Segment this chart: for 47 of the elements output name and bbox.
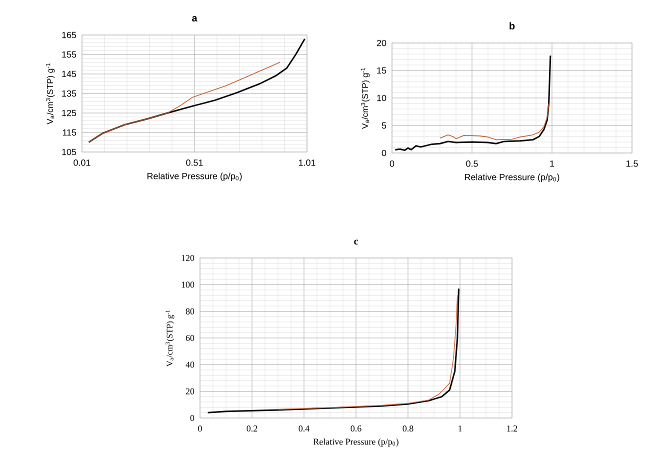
chart-title: a [192,16,198,22]
y-tick-label: 155 [62,51,76,58]
x-tick-label: 0.51 [186,159,203,166]
x-tick-label: 1.5 [626,160,638,167]
y-tick-label: 105 [62,148,76,156]
x-axis-title: Relative Pressure (p/p$_{0}$) [313,438,398,447]
y-tick-label: 20 [186,388,194,394]
x-tick-label: 0 [390,160,394,167]
y-tick-label: 80 [186,308,194,314]
y-tick-label: 100 [182,282,194,288]
y-tick-label: 5 [382,122,386,129]
y-tick-label: 165 [62,32,76,38]
x-tick-label: 0 [198,426,202,432]
line-series [88,38,306,143]
x-tick-label: 0.2 [246,426,258,432]
y-tick-label: 60 [186,334,194,342]
x-tick-label: 1 [550,160,554,167]
y-tick-label: 40 [186,362,194,368]
y-axis-title: V$_{a}$/cm$^{3}$(STP) g$^{-1}$ [46,63,55,124]
y-tick-label: 10 [377,94,386,102]
x-tick-label: 0.01 [74,159,90,166]
chart-title: b [510,22,515,30]
x-tick-label: 0.4 [298,426,310,432]
x-tick-label: 1 [458,426,462,432]
y-tick-label: 0 [382,150,386,156]
x-axis-title: Relative Pressure (p/p$_{0}$) [464,174,560,182]
x-tick-label: 0.6 [350,426,362,432]
x-tick-label: 1.2 [507,426,518,432]
line-series [88,62,280,143]
line-series [278,294,458,410]
y-tick-label: 20 [376,40,386,46]
x-tick-label: 0.8 [402,426,414,432]
x-tick-label: 0.5 [466,160,478,167]
y-tick-label: 145 [62,70,76,78]
y-tick-label: 15 [377,67,386,74]
x-tick-label: 1.01 [298,159,316,166]
y-tick-label: 115 [62,129,76,136]
x-axis-title: Relative Pressure (p/p$_{0}$) [147,172,242,182]
y-tick-label: 0 [190,414,194,422]
y-tick-label: 120 [182,254,194,262]
line-series [440,103,550,140]
y-axis-title: V$_{a}$/cm$^{3}$(STP) g$^{-1}$ [360,68,370,129]
chart-title: c [354,240,358,245]
y-tick-label: 125 [62,110,76,116]
line-series [394,54,552,151]
y-tick-label: 135 [62,90,76,97]
y-axis-title: V$_{a}$/cm$^{3}$(STP) g$^{-1}$ [166,310,174,367]
